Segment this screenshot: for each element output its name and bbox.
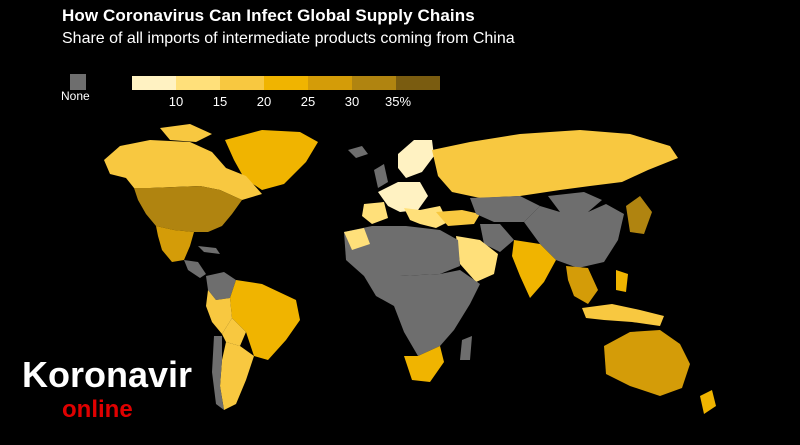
- region-madagascar: [460, 336, 472, 360]
- watermark-sub: online: [62, 396, 133, 423]
- region-arctic-islands: [160, 124, 212, 142]
- region-greenland: [225, 130, 318, 190]
- region-india: [512, 240, 556, 298]
- region-scandinavia: [398, 140, 434, 178]
- region-southeast-asia: [566, 266, 598, 304]
- legend-swatch-2: [220, 76, 264, 90]
- legend-none-label: None: [61, 89, 90, 103]
- region-south-africa: [404, 346, 444, 382]
- legend-tick-25: 25: [300, 94, 316, 109]
- legend-tick-20: 20: [256, 94, 272, 109]
- region-new-zealand: [700, 390, 716, 414]
- legend-tick-10: 10: [168, 94, 184, 109]
- region-philippines: [616, 270, 628, 292]
- region-mongolia: [548, 192, 602, 212]
- legend-swatch-1: [176, 76, 220, 90]
- region-iceland: [348, 146, 368, 158]
- legend-color-bar: [132, 76, 440, 90]
- region-italy-balkans: [404, 206, 448, 228]
- region-mexico: [156, 226, 194, 262]
- region-russia: [432, 130, 678, 198]
- region-arabia: [456, 236, 498, 282]
- region-korea-japan: [626, 196, 652, 234]
- chart-subtitle: Share of all imports of intermediate pro…: [62, 30, 515, 47]
- legend-swatch-4: [308, 76, 352, 90]
- region-central-america: [184, 260, 206, 278]
- region-australia: [604, 330, 690, 396]
- region-china: [524, 204, 624, 268]
- legend-swatch-0: [132, 76, 176, 90]
- region-kazakhstan: [470, 196, 540, 222]
- watermark-main: Koronavir: [22, 354, 193, 395]
- legend-none-swatch: [70, 74, 86, 90]
- chart-title: How Coronavirus Can Infect Global Supply…: [62, 6, 475, 25]
- region-usa: [134, 186, 242, 232]
- region-colombia: [206, 272, 236, 300]
- region-brazil: [230, 280, 300, 360]
- region-west-europe: [378, 182, 428, 212]
- legend-swatch-6: [396, 76, 440, 90]
- region-cuba: [198, 246, 220, 254]
- world-map: [104, 124, 716, 414]
- region-iran: [480, 224, 514, 252]
- region-peru: [206, 290, 232, 334]
- region-bolivia: [222, 318, 246, 346]
- legend-tick-35: 35%: [384, 94, 412, 109]
- region-north-africa: [344, 226, 460, 276]
- legend-tick-15: 15: [212, 94, 228, 109]
- legend-tick-30: 30: [344, 94, 360, 109]
- region-indonesia: [582, 304, 664, 326]
- region-turkey: [436, 210, 480, 226]
- region-canada: [104, 140, 262, 200]
- region-argentina: [220, 342, 254, 410]
- region-morocco: [344, 228, 370, 250]
- region-central-africa: [364, 270, 480, 356]
- legend-swatch-5: [352, 76, 396, 90]
- region-uk: [374, 164, 388, 188]
- legend-swatch-3: [264, 76, 308, 90]
- region-iberia: [362, 202, 388, 224]
- region-chile: [212, 336, 224, 410]
